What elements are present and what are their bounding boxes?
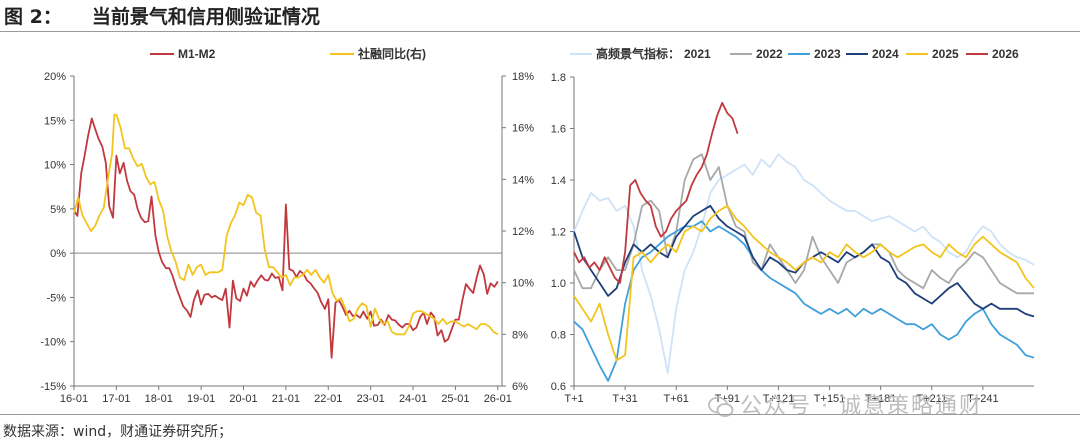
legend-label: M1-M2	[178, 47, 216, 61]
left-y-tick-label: 5%	[50, 204, 66, 216]
series-line-2023	[573, 220, 1035, 382]
watermark: 公众号 · 诚意策略通财	[708, 388, 983, 420]
y-tick-label: 1.4	[551, 175, 566, 187]
x-tick-label: T+151	[814, 393, 846, 405]
chart-m1m2-sf: 20% 15% 10% 5% 0% -5% -10% -15% 18% 16% 14% 12% 10% 8…	[40, 46, 534, 405]
x-tick-label: T+181	[865, 393, 897, 405]
left-y-tick-label: 0%	[50, 248, 66, 260]
legend-label: 2023	[814, 47, 841, 61]
y-tick-label: 1.2	[551, 227, 566, 239]
chart-high-freq-index: 1.8 1.6 1.4 1.2 1.0 0.8 0.6T+1 T+31 T+61 T+91 T+12…	[551, 46, 1035, 405]
right-y-tick-label: 12%	[512, 226, 534, 238]
left-y-tick-label: -5%	[46, 292, 66, 304]
title-rule	[0, 31, 1080, 32]
series-line-2021	[573, 153, 1035, 375]
right-y-tick-label: 18%	[512, 71, 534, 83]
y-tick-label: 1.6	[551, 124, 566, 136]
wechat-icon	[708, 396, 734, 417]
legend-prefix: 高频景气指标：	[596, 46, 680, 61]
right-y-tick-label: 16%	[512, 123, 534, 135]
series-line-2025	[573, 204, 1035, 362]
x-tick-label: 24-01	[399, 393, 427, 405]
bottom-rule	[0, 414, 1080, 415]
x-tick-label: 22-01	[314, 393, 342, 405]
x-tick-label: 17-01	[102, 393, 130, 405]
series-line-sf-growth	[73, 113, 499, 336]
right-y-tick-label: 14%	[512, 174, 534, 186]
figure-title-text: 当前景气和信用侧验证情况	[91, 6, 320, 28]
x-tick-label: 18-01	[145, 393, 173, 405]
left-y-tick-label: 20%	[44, 71, 66, 83]
legend-label: 2025	[932, 47, 959, 61]
watermark-text: 公众号 · 诚意策略通财	[740, 394, 983, 419]
left-y-tick-label: 10%	[44, 160, 66, 172]
right-y-tick-label: 10%	[512, 278, 534, 290]
right-y-tick-label: 6%	[512, 381, 528, 393]
left-y-tick-label: 15%	[44, 115, 66, 127]
x-tick-label: 26-01	[484, 393, 512, 405]
x-tick-label: T+1	[564, 393, 583, 405]
figure-title: 图 2： 当前景气和信用侧验证情况	[4, 2, 320, 29]
left-y-tick-label: -15%	[40, 381, 66, 393]
series-line-2022	[573, 153, 1034, 295]
x-tick-label: 21-01	[272, 393, 300, 405]
x-tick-label: T+211	[916, 393, 947, 405]
figure-number: 图 2：	[4, 6, 62, 28]
legend-label: 社融同比(右)	[357, 46, 426, 61]
y-tick-label: 1.0	[551, 278, 566, 290]
source-note: 数据来源：wind，财通证券研究所；	[3, 424, 233, 440]
y-tick-label: 1.8	[551, 72, 566, 84]
x-tick-label: 19-01	[187, 393, 215, 405]
series-line-2024	[573, 204, 1035, 318]
y-tick-label: 0.6	[551, 381, 566, 393]
x-tick-label: T+31	[612, 393, 637, 405]
x-tick-label: 20-01	[229, 393, 257, 405]
y-tick-label: 0.8	[551, 330, 566, 342]
x-tick-label: 16-01	[60, 393, 88, 405]
x-tick-label: T+241	[967, 393, 999, 405]
legend-label: 2024	[872, 47, 899, 61]
series-line-m1-m2	[73, 117, 499, 359]
x-tick-label: 23-01	[357, 393, 385, 405]
series-line-2026	[573, 101, 739, 284]
right-y-tick-label: 8%	[512, 329, 528, 341]
x-tick-label: 25-01	[441, 393, 469, 405]
x-tick-label: T+121	[763, 393, 795, 405]
legend-label: 2022	[756, 47, 783, 61]
x-tick-label: T+61	[664, 393, 689, 405]
legend-label: 2026	[992, 47, 1019, 61]
legend-label: 2021	[684, 47, 711, 61]
left-y-tick-label: -10%	[40, 337, 66, 349]
x-tick-label: T+91	[715, 393, 740, 405]
